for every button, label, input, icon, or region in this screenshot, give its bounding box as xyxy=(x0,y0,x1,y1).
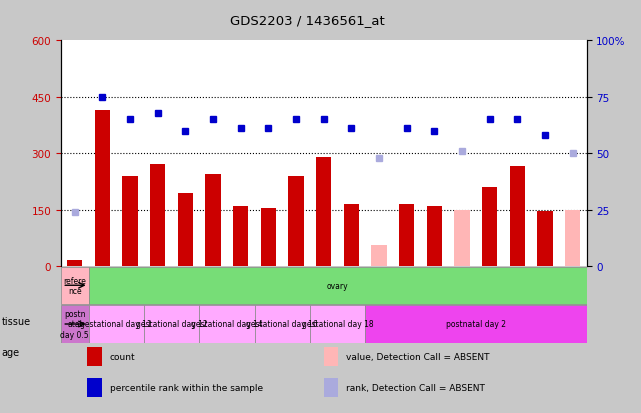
Bar xyxy=(371,246,387,266)
Bar xyxy=(87,378,102,397)
Bar xyxy=(199,306,254,343)
Bar xyxy=(178,193,193,266)
Text: count: count xyxy=(110,352,135,361)
Bar xyxy=(324,378,338,397)
Text: gestational day 18: gestational day 18 xyxy=(302,320,373,329)
Bar xyxy=(122,176,138,266)
Text: gestational day 12: gestational day 12 xyxy=(136,320,208,329)
Bar xyxy=(95,111,110,266)
Text: tissue: tissue xyxy=(1,316,30,326)
Text: age: age xyxy=(1,347,19,357)
Bar xyxy=(233,207,248,266)
Bar xyxy=(254,306,310,343)
Bar xyxy=(365,306,587,343)
Text: gestational day 14: gestational day 14 xyxy=(191,320,263,329)
Bar xyxy=(288,176,304,266)
Bar xyxy=(565,210,580,266)
Text: postn
atal
day 0.5: postn atal day 0.5 xyxy=(60,309,89,339)
Text: GDS2203 / 1436561_at: GDS2203 / 1436561_at xyxy=(230,14,385,27)
Bar xyxy=(88,306,144,343)
Bar xyxy=(454,210,470,266)
Bar xyxy=(67,261,82,266)
Bar xyxy=(144,306,199,343)
Text: rank, Detection Call = ABSENT: rank, Detection Call = ABSENT xyxy=(346,383,485,392)
Bar xyxy=(87,347,102,366)
Bar xyxy=(344,204,359,266)
Bar xyxy=(482,188,497,266)
Bar xyxy=(310,306,365,343)
Text: ovary: ovary xyxy=(327,281,348,290)
Bar xyxy=(205,174,221,266)
Bar xyxy=(61,306,88,343)
Text: refere
nce: refere nce xyxy=(63,276,86,295)
Text: gestational day 11: gestational day 11 xyxy=(80,320,152,329)
Bar xyxy=(61,267,88,304)
Text: value, Detection Call = ABSENT: value, Detection Call = ABSENT xyxy=(346,352,490,361)
Bar xyxy=(399,204,414,266)
Bar xyxy=(510,167,525,266)
Bar xyxy=(261,209,276,266)
Bar xyxy=(150,165,165,266)
Bar xyxy=(316,157,331,266)
Text: postnatal day 2: postnatal day 2 xyxy=(446,320,506,329)
Bar xyxy=(537,212,553,266)
Text: percentile rank within the sample: percentile rank within the sample xyxy=(110,383,263,392)
Bar xyxy=(324,347,338,366)
Bar xyxy=(427,207,442,266)
Text: gestational day 16: gestational day 16 xyxy=(246,320,318,329)
